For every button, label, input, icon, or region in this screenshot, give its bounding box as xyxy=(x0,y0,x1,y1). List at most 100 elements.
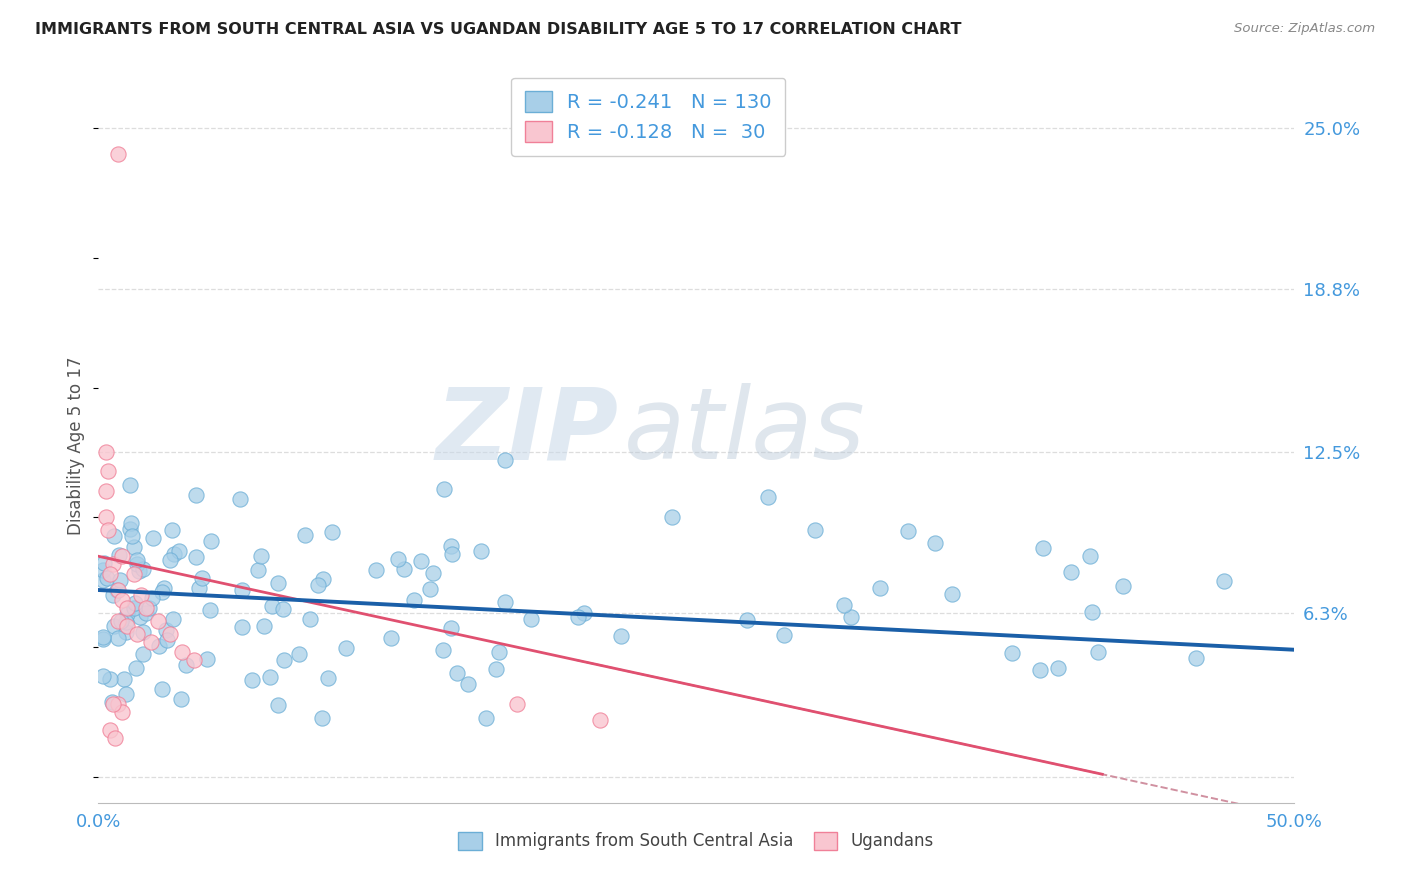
Point xyxy=(394,562,416,576)
Point xyxy=(163,547,186,561)
Point xyxy=(259,670,281,684)
Point xyxy=(124,596,146,610)
Point xyxy=(266,698,288,712)
Point xyxy=(484,662,506,676)
Point xyxy=(520,612,543,626)
Point xyxy=(91,573,114,587)
Point xyxy=(101,697,124,711)
Point xyxy=(229,492,252,507)
Point xyxy=(474,711,496,725)
Legend: Immigrants from South Central Asia, Ugandans: Immigrants from South Central Asia, Ugan… xyxy=(450,823,942,859)
Point xyxy=(804,524,827,538)
Point xyxy=(170,691,193,706)
Point xyxy=(93,556,115,570)
Point xyxy=(131,647,153,661)
Point xyxy=(200,533,222,548)
Point xyxy=(380,632,402,646)
Point xyxy=(94,510,117,524)
Point xyxy=(142,531,165,545)
Point xyxy=(311,711,333,725)
Point xyxy=(253,618,276,632)
Point xyxy=(432,643,454,657)
Point xyxy=(150,682,173,697)
Point xyxy=(1032,541,1054,556)
Point xyxy=(1080,549,1102,564)
Point xyxy=(240,673,263,687)
Point xyxy=(316,671,339,685)
Point xyxy=(756,490,779,504)
Point xyxy=(159,627,181,641)
Point xyxy=(433,483,456,497)
Point xyxy=(124,540,146,554)
Point xyxy=(191,571,214,585)
Point xyxy=(1184,650,1206,665)
Point xyxy=(159,553,181,567)
Point xyxy=(101,588,124,602)
Point xyxy=(141,591,163,605)
Point xyxy=(128,564,150,578)
Point xyxy=(1047,660,1070,674)
Point xyxy=(832,598,855,612)
Point xyxy=(184,488,207,502)
Point xyxy=(287,647,309,661)
Point xyxy=(195,652,218,666)
Point xyxy=(120,478,142,492)
Point xyxy=(839,610,862,624)
Point xyxy=(174,658,197,673)
Point xyxy=(135,601,157,615)
Point xyxy=(387,551,409,566)
Point xyxy=(440,539,463,553)
Point xyxy=(127,557,149,571)
Point xyxy=(924,536,946,550)
Point xyxy=(153,582,176,596)
Point xyxy=(250,549,273,564)
Point xyxy=(1111,579,1133,593)
Point xyxy=(1001,646,1024,660)
Point xyxy=(470,544,492,558)
Point xyxy=(98,673,121,687)
Point xyxy=(107,631,129,645)
Point xyxy=(131,562,153,576)
Point xyxy=(869,581,891,595)
Point xyxy=(1087,645,1109,659)
Point xyxy=(105,582,128,597)
Text: ZIP: ZIP xyxy=(436,384,619,480)
Point xyxy=(422,566,444,580)
Point xyxy=(120,522,142,536)
Point xyxy=(103,529,125,543)
Point xyxy=(110,614,132,628)
Point xyxy=(107,697,129,711)
Point xyxy=(156,632,179,647)
Point xyxy=(247,563,270,577)
Point xyxy=(111,549,134,564)
Point xyxy=(148,639,170,653)
Point xyxy=(409,554,432,568)
Point xyxy=(167,543,190,558)
Text: IMMIGRANTS FROM SOUTH CENTRAL ASIA VS UGANDAN DISABILITY AGE 5 TO 17 CORRELATION: IMMIGRANTS FROM SOUTH CENTRAL ASIA VS UG… xyxy=(35,22,962,37)
Point xyxy=(125,627,148,641)
Point xyxy=(941,587,963,601)
Point xyxy=(115,607,138,621)
Point xyxy=(107,548,129,562)
Point xyxy=(271,602,294,616)
Point xyxy=(735,613,758,627)
Point xyxy=(506,697,529,711)
Point xyxy=(91,630,114,644)
Point xyxy=(98,567,122,582)
Point xyxy=(335,641,357,656)
Point xyxy=(231,582,253,597)
Point xyxy=(91,632,114,646)
Point xyxy=(101,557,124,571)
Point xyxy=(441,547,464,561)
Point xyxy=(183,653,205,667)
Point xyxy=(135,606,157,620)
Point xyxy=(94,445,117,459)
Point xyxy=(307,578,329,592)
Point xyxy=(457,677,479,691)
Point xyxy=(121,529,143,543)
Point xyxy=(198,603,221,617)
Point xyxy=(364,563,387,577)
Point xyxy=(96,572,118,586)
Point xyxy=(897,524,920,538)
Point xyxy=(186,549,208,564)
